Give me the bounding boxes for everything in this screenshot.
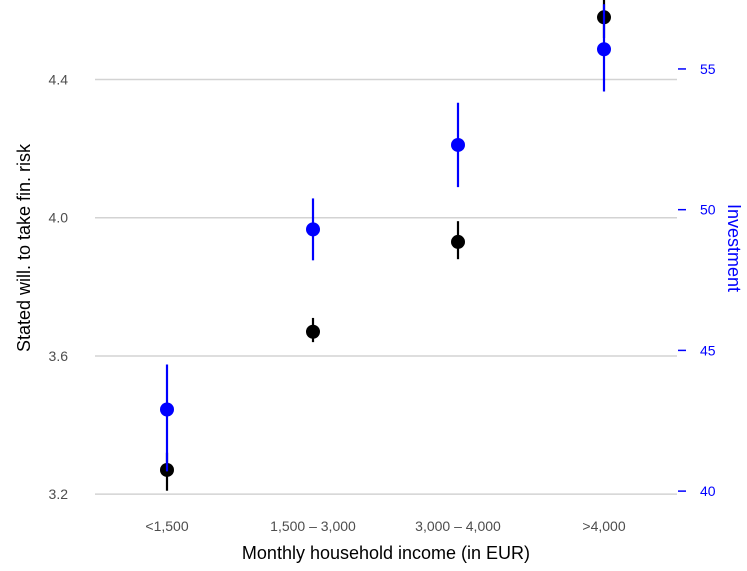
right-y-tick-label: 55 [700, 61, 716, 77]
right-series-point [597, 42, 611, 57]
right-y-tick-label: 50 [700, 202, 716, 218]
left-y-tick-label: 3.6 [49, 348, 69, 364]
x-axis: <1,500 1,500 – 3,000 3,000 – 4,000 >4,000 [145, 518, 625, 534]
x-tick-label: >4,000 [582, 518, 625, 534]
right-y-tick-label: 45 [700, 342, 716, 358]
left-y-tick-label: 4.4 [49, 71, 69, 87]
right-series-point [451, 137, 465, 152]
left-axis: 3.2 3.6 4.0 4.4 [49, 71, 69, 502]
left-y-axis-title: Stated will. to take fin. risk [14, 143, 34, 352]
x-tick-label: 1,500 – 3,000 [270, 518, 356, 534]
left-y-tick-label: 3.2 [49, 486, 69, 502]
left-series-point [306, 324, 320, 339]
right-axis: 40 45 50 55 [678, 61, 716, 499]
left-y-tick-label: 4.0 [49, 210, 69, 226]
right-series-point [306, 222, 320, 237]
right-series-point [160, 402, 174, 417]
right-y-axis-title: Investment [724, 204, 744, 292]
right-y-tick-label: 40 [700, 483, 716, 499]
gridlines [95, 78, 677, 495]
data-marks [160, 0, 611, 491]
x-tick-label: 3,000 – 4,000 [415, 518, 501, 534]
left-series-point [451, 234, 465, 249]
x-axis-title: Monthly household income (in EUR) [242, 543, 530, 563]
x-tick-label: <1,500 [145, 518, 188, 534]
